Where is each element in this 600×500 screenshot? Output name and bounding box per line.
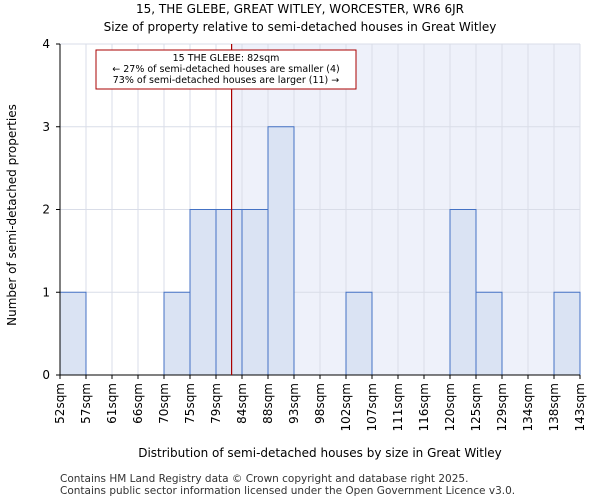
x-tick-label: 79sqm [209,383,223,424]
y-tick-label: 1 [42,285,50,299]
histogram-bar [475,291,503,376]
y-tick-label: 3 [42,120,50,134]
x-tick-label: 102sqm [339,383,353,431]
histogram-bar [345,291,373,376]
x-tick-label: 70sqm [157,383,171,424]
x-tick-label: 125sqm [469,383,483,431]
y-tick-label: 2 [42,203,50,217]
histogram-bar [215,209,243,376]
y-axis-label: Number of semi-detached properties [5,104,19,326]
x-tick-label: 93sqm [287,383,301,424]
x-tick-label: 138sqm [547,383,561,431]
x-tick-label: 66sqm [131,383,145,424]
x-tick-label: 98sqm [313,383,327,424]
histogram-bar [449,209,477,376]
x-tick-label: 61sqm [105,383,119,424]
x-tick-label: 52sqm [53,383,67,424]
x-axis-label: Distribution of semi-detached houses by … [138,446,502,460]
histogram-bar [59,291,87,376]
x-tick-label: 75sqm [183,383,197,424]
annotation-title: 15 THE GLEBE: 82sqm [173,53,280,64]
footer-licence: Contains public sector information licen… [60,485,516,497]
x-tick-label: 134sqm [521,383,535,431]
x-tick-label: 111sqm [391,383,405,431]
x-tick-label: 57sqm [79,383,93,424]
annotation-larger-text: 73% of semi-detached houses are larger (… [113,75,340,86]
annotation-box [95,49,357,90]
y-tick-label: 4 [42,37,50,51]
histogram-bar [163,291,191,376]
annotation-smaller-text: ← 27% of semi-detached houses are smalle… [112,64,340,75]
x-tick-label: 107sqm [365,383,379,431]
x-tick-label: 84sqm [235,383,249,424]
histogram-bar [267,126,295,376]
chart-title: Size of property relative to semi-detach… [103,20,497,34]
footer-copyright: Contains HM Land Registry data © Crown c… [60,473,469,485]
x-tick-label: 129sqm [495,383,509,431]
histogram-bar [189,209,217,376]
histogram-bar [241,209,269,376]
x-tick-label: 120sqm [443,383,457,431]
chart-title-address: 15, THE GLEBE, GREAT WITLEY, WORCESTER, … [136,2,464,16]
x-tick-label: 88sqm [261,383,275,424]
x-tick-label: 116sqm [417,383,431,431]
x-tick-label: 143sqm [573,383,587,431]
y-tick-label: 0 [42,368,50,382]
histogram-bar [553,291,581,376]
